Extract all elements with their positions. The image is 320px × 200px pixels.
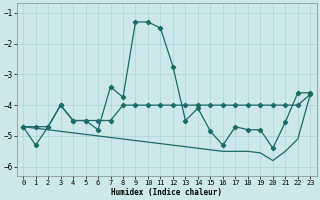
- X-axis label: Humidex (Indice chaleur): Humidex (Indice chaleur): [111, 188, 222, 197]
